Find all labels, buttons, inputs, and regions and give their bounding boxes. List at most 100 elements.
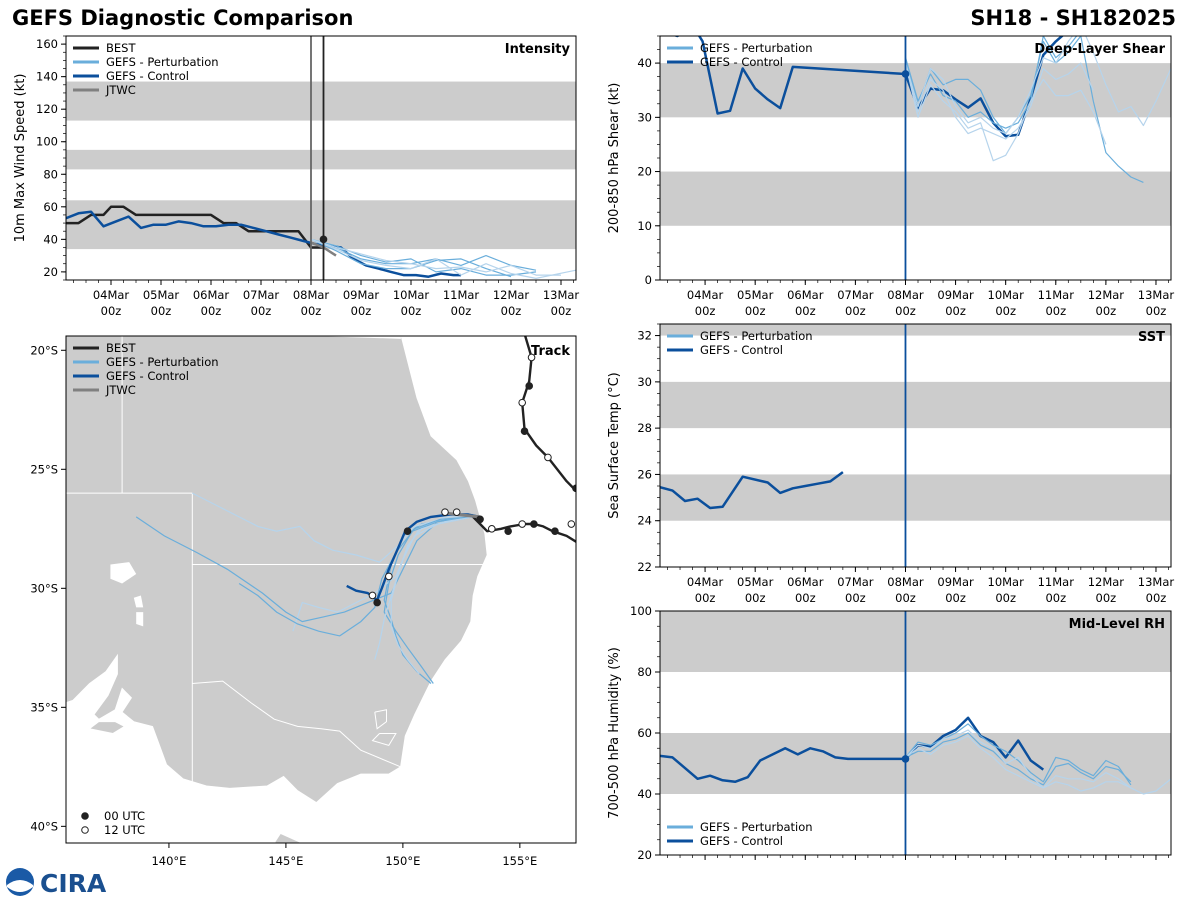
rh-ytick-label: 100 bbox=[630, 604, 652, 618]
sst-xtick-label: 07Mar bbox=[837, 575, 874, 589]
shear-xtick-label-hour: 00z bbox=[1096, 304, 1117, 318]
shear-xtick-label-hour: 00z bbox=[795, 304, 816, 318]
track-legend-label: BEST bbox=[106, 341, 136, 355]
state-border bbox=[371, 733, 397, 746]
intensity-xtick-label-hour: 00z bbox=[551, 304, 572, 318]
sst-band bbox=[660, 474, 1171, 521]
sst-legend-label: GEFS - Perturbation bbox=[700, 329, 813, 343]
island-or-lake bbox=[133, 595, 144, 608]
intensity-legend-label: GEFS - Control bbox=[106, 69, 189, 83]
marker-legend-swatch bbox=[81, 826, 89, 834]
intensity-ytick-label: 60 bbox=[43, 200, 58, 214]
diagnostic-figure: 2040608010012014016004Mar00z05Mar00z06Ma… bbox=[13, 35, 1175, 865]
rh-xtick-label: 12Mar bbox=[1088, 863, 1125, 865]
rh-ytick-label: 40 bbox=[637, 787, 652, 801]
noaa-logo-wave-icon bbox=[7, 880, 33, 892]
intensity-ytick-label: 160 bbox=[36, 37, 58, 51]
rh-ytick-label: 20 bbox=[637, 848, 652, 862]
intensity-ytick-label: 40 bbox=[43, 232, 58, 246]
shear-series-pert-light bbox=[904, 36, 1171, 135]
sst-xtick-label-hour: 00z bbox=[795, 591, 816, 605]
sst-xtick-label: 11Mar bbox=[1038, 575, 1075, 589]
sst-band bbox=[660, 324, 1171, 336]
perturbation-track bbox=[238, 516, 474, 637]
intensity-ytick-label: 100 bbox=[36, 135, 58, 149]
control-track-marker bbox=[452, 508, 461, 516]
rh-xtick-label: 04Mar bbox=[687, 863, 724, 865]
best-track-marker bbox=[527, 353, 536, 362]
shear-xtick-label-hour: 00z bbox=[1146, 304, 1167, 318]
shear-ytick-label: 30 bbox=[637, 110, 652, 124]
intensity-ytick-label: 140 bbox=[36, 70, 58, 84]
rh-xtick-label: 05Mar bbox=[737, 863, 774, 865]
shear-xtick-label-hour: 00z bbox=[745, 304, 766, 318]
rh-series-control bbox=[660, 716, 1045, 784]
rh-xtick-label: 11Mar bbox=[1038, 863, 1075, 865]
sst-xtick-label-hour: 00z bbox=[995, 591, 1016, 605]
shear-series-pert bbox=[904, 36, 1078, 129]
intensity-series-control bbox=[66, 210, 461, 278]
best-track-marker bbox=[567, 520, 576, 528]
logo-text: CIRA bbox=[40, 869, 107, 898]
shear-xtick-label-hour: 00z bbox=[895, 304, 916, 318]
intensity-series-pert bbox=[310, 238, 537, 271]
control-track-marker bbox=[373, 598, 381, 607]
best-track-marker bbox=[520, 427, 529, 436]
rh-band bbox=[660, 733, 1171, 794]
intensity-panel-title: Intensity bbox=[505, 42, 571, 57]
tasmania-coast bbox=[275, 834, 305, 843]
shear-xtick-label: 05Mar bbox=[737, 288, 774, 302]
island-or-lake bbox=[136, 612, 144, 627]
lon-tick-label: 155°E bbox=[502, 854, 537, 865]
sst-xtick-label: 05Mar bbox=[737, 575, 774, 589]
sst-xtick-label-hour: 00z bbox=[945, 591, 966, 605]
sst-ytick-label: 24 bbox=[637, 514, 652, 528]
shear-xtick-label-hour: 00z bbox=[1045, 304, 1066, 318]
shear-xtick-label: 08Mar bbox=[887, 288, 924, 302]
control-track-marker bbox=[403, 527, 412, 535]
intensity-xtick-label: 08Mar bbox=[293, 288, 330, 302]
shear-xtick-label: 04Mar bbox=[687, 288, 724, 302]
control-track-marker bbox=[441, 508, 449, 516]
best-track-marker bbox=[551, 527, 559, 535]
rh-band bbox=[660, 611, 1171, 672]
marker-legend-label: 12 UTC bbox=[104, 823, 145, 837]
rh-xtick-label: 13Mar bbox=[1138, 863, 1175, 865]
sst-ytick-label: 22 bbox=[637, 560, 652, 574]
intensity-xtick-label-hour: 00z bbox=[151, 304, 172, 318]
lon-tick-label: 145°E bbox=[268, 854, 303, 865]
sst-xtick-label: 13Mar bbox=[1138, 575, 1175, 589]
intensity-band bbox=[66, 149, 576, 170]
sst-xtick-label: 10Mar bbox=[988, 575, 1025, 589]
intensity-xtick-label: 07Mar bbox=[243, 288, 280, 302]
intensity-plot-area bbox=[66, 36, 576, 280]
rh-xtick-label: 09Mar bbox=[937, 863, 974, 865]
best-track-marker bbox=[518, 520, 526, 528]
best-track-marker bbox=[487, 525, 496, 533]
lat-tick-label: 35°S bbox=[30, 700, 58, 714]
sst-frame bbox=[659, 323, 1172, 568]
shear-ylabel: 200-850 hPa Shear (kt) bbox=[607, 83, 622, 234]
intensity-xtick-label: 11Mar bbox=[443, 288, 480, 302]
best-track-marker bbox=[504, 527, 512, 535]
intensity-band bbox=[66, 81, 576, 121]
sst-xtick-label-hour: 00z bbox=[745, 591, 766, 605]
rh-xtick-label: 08Mar bbox=[887, 863, 924, 865]
best-track-marker bbox=[525, 382, 534, 390]
intensity-xtick-label: 13Mar bbox=[543, 288, 580, 302]
intensity-ytick-label: 120 bbox=[36, 102, 58, 116]
sst-legend-label: GEFS - Control bbox=[700, 343, 783, 357]
cira-logo: CIRA bbox=[6, 868, 107, 898]
intensity-legend-label: GEFS - Perturbation bbox=[106, 55, 219, 69]
perturbation-track bbox=[374, 516, 474, 660]
intensity-xtick-label-hour: 00z bbox=[451, 304, 472, 318]
australia-landmass bbox=[66, 336, 488, 804]
track-legend-label: GEFS - Perturbation bbox=[106, 355, 219, 369]
best-track-marker bbox=[530, 520, 538, 528]
control-track-marker bbox=[368, 591, 377, 600]
marker-legend-label: 00 UTC bbox=[104, 809, 145, 823]
shear-ytick-label: 40 bbox=[637, 56, 652, 70]
perturbation-track bbox=[383, 516, 474, 684]
sst-series-control bbox=[660, 471, 844, 510]
shear-xtick-label: 13Mar bbox=[1138, 288, 1175, 302]
